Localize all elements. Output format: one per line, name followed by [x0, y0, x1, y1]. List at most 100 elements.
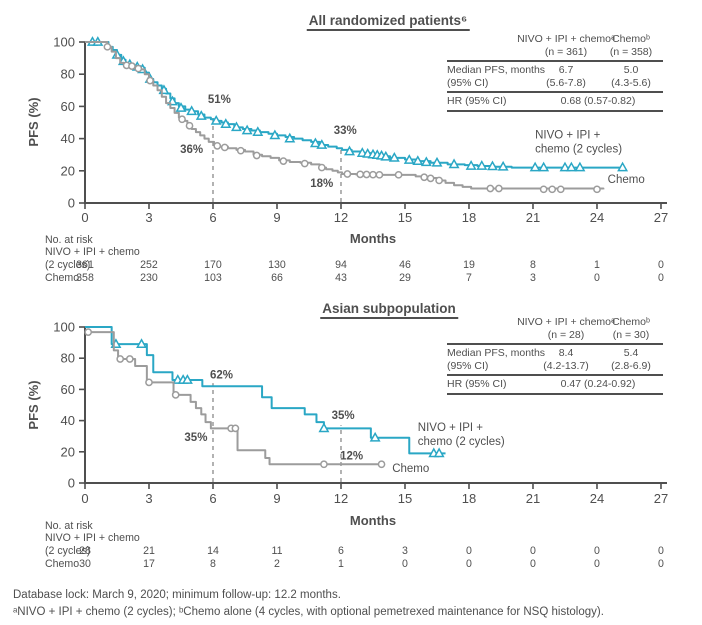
ci-nivo: (4.2-13.7) [543, 359, 589, 372]
risk-value: 358 [76, 272, 94, 284]
x-axis-title: Months [350, 513, 396, 528]
risk-value: 28 [79, 545, 91, 557]
hr-row: HR (95% CI) 0.47 (0.24-0.92) [447, 376, 663, 395]
censor-circle-icon [420, 173, 429, 182]
censor-triangle-icon [420, 156, 432, 167]
censor-circle-icon [128, 62, 136, 71]
x-tick-label: 6 [209, 210, 216, 225]
x-tick-label: 21 [526, 491, 540, 506]
landmark-annotation: 12% [340, 451, 363, 463]
risk-value: 17 [143, 558, 155, 570]
risk-value: 0 [530, 558, 536, 570]
x-tick-label: 18 [462, 491, 476, 506]
risk-value: 0 [594, 558, 600, 570]
x-tick-label: 15 [398, 210, 412, 225]
censor-triangle-icon [318, 422, 330, 433]
censor-triangle-icon [309, 137, 321, 148]
footnotes: Database lock: March 9, 2020; minimum fo… [13, 587, 604, 621]
series-end-label-nivo-ipi-chemo: NIVO + IPI + [535, 130, 600, 142]
landmark-annotation: 33% [334, 125, 357, 137]
censor-circle-icon [375, 170, 384, 179]
censor-circle-icon [394, 170, 403, 179]
risk-value: 29 [399, 272, 411, 284]
censor-triangle-icon [344, 145, 356, 156]
censor-circle-icon [279, 157, 288, 165]
y-tick-label: 100 [53, 320, 75, 335]
y-tick-label: 80 [61, 67, 75, 82]
y-tick-label: 0 [68, 196, 75, 211]
censor-circle-icon [548, 185, 557, 194]
x-tick-label: 3 [145, 491, 152, 506]
ci-nivo: (5.6-7.8) [546, 76, 586, 89]
censor-circle-icon [369, 170, 377, 179]
col-header-chemo: Chemoᵇ [612, 316, 650, 328]
y-tick-label: 40 [61, 413, 75, 428]
col-n-chemo: (n = 358) [609, 45, 653, 58]
landmark-annotation: 35% [184, 432, 207, 444]
censor-circle-icon [320, 460, 328, 469]
censor-triangle-icon [316, 139, 328, 149]
y-axis-title: PFS (%) [26, 97, 41, 146]
stats-header-row: NIVO + IPI + chemoᵃ (n = 28) Chemoᵇ (n =… [447, 316, 663, 345]
landmark-annotation: 36% [180, 144, 203, 156]
censor-triangle-icon [210, 114, 222, 125]
censor-circle-icon [220, 143, 229, 152]
risk-value: 14 [207, 545, 219, 557]
median-pfs-row: Median PFS, months (95% CI) 8.4 (4.2-13.… [447, 345, 663, 376]
risk-value: 19 [463, 259, 475, 271]
y-tick-label: 20 [61, 163, 75, 178]
risk-value: 7 [466, 272, 472, 284]
risk-value: 66 [271, 272, 283, 284]
censor-triangle-icon [476, 160, 488, 170]
censor-triangle-icon [403, 154, 415, 164]
risk-value: 0 [466, 558, 472, 570]
landmark-annotation: 62% [210, 369, 233, 381]
y-tick-label: 80 [61, 351, 75, 366]
ci-label: (95% CI) [447, 76, 489, 89]
risk-value: 103 [204, 272, 222, 284]
risk-table-heading: No. at risk [45, 520, 93, 532]
risk-value: 252 [140, 259, 158, 271]
risk-value: 3 [402, 545, 408, 557]
x-tick-label: 27 [654, 491, 668, 506]
km-curve-chemo [85, 331, 384, 466]
risk-value: 8 [210, 558, 216, 570]
y-tick-label: 60 [61, 99, 75, 114]
hr-label: HR (95% CI) [447, 378, 507, 390]
censor-circle-icon [356, 170, 365, 179]
risk-value: 130 [268, 259, 286, 271]
col-header-nivo: NIVO + IPI + chemoᵃ [517, 316, 615, 328]
censor-triangle-icon [175, 102, 187, 112]
censor-triangle-icon [186, 105, 198, 116]
censor-triangle-icon [230, 121, 242, 132]
censor-triangle-icon [465, 160, 477, 170]
censor-circle-icon [486, 184, 495, 193]
x-tick-label: 18 [462, 210, 476, 225]
censor-circle-icon [84, 328, 93, 336]
censor-triangle-icon [448, 158, 460, 169]
censor-circle-icon [435, 176, 443, 185]
censor-circle-icon [426, 174, 435, 183]
x-tick-label: 24 [590, 210, 604, 225]
risk-value: 46 [399, 259, 411, 271]
median-nivo: 8.4 [558, 347, 574, 359]
km-curve-nivo-ipi-chemo [85, 326, 446, 455]
censor-triangle-icon [388, 151, 400, 162]
censor-triangle-icon [574, 161, 586, 172]
risk-value: 0 [466, 545, 472, 557]
median-chemo: 5.0 [623, 64, 639, 76]
x-axis-title: Months [350, 231, 396, 246]
x-tick-label: 12 [334, 491, 348, 506]
censor-triangle-icon [241, 124, 253, 135]
series-end-label-nivo-ipi-chemo: chemo (2 cycles) [535, 144, 622, 156]
median-label: Median PFS, months [447, 347, 546, 359]
censor-triangle-icon [412, 155, 424, 165]
censor-circle-icon [362, 170, 371, 179]
risk-value: 3 [530, 272, 536, 284]
col-header-nivo: NIVO + IPI + chemoᵃ [517, 33, 615, 45]
landmark-annotation: 35% [332, 410, 355, 422]
censor-triangle-icon [486, 160, 498, 171]
chart2-stats-table: NIVO + IPI + chemoᵃ (n = 28) Chemoᵇ (n =… [447, 316, 663, 395]
ci-label: (95% CI) [447, 359, 489, 372]
col-n-nivo: (n = 361) [544, 45, 588, 58]
